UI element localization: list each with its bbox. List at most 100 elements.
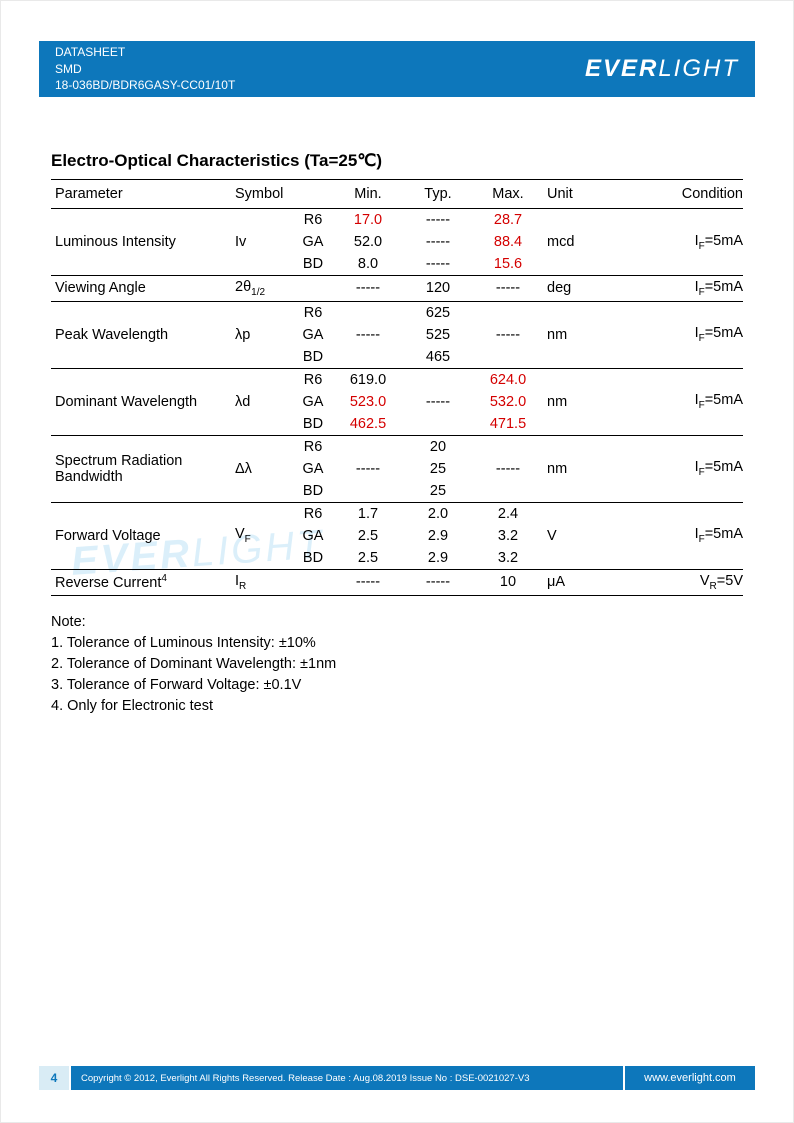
var-cell: R6 bbox=[293, 435, 333, 458]
col-blank bbox=[293, 180, 333, 209]
everlight-logo: EVERLIGHT bbox=[585, 55, 739, 83]
max-cell: 88.4 bbox=[473, 231, 543, 253]
copyright: Copyright © 2012, Everlight All Rights R… bbox=[69, 1066, 625, 1090]
header-bar: DATASHEET SMD 18-036BD/BDR6GASY-CC01/10T… bbox=[39, 41, 755, 97]
typ-cell: ----- bbox=[403, 209, 473, 232]
typ-cell: 120 bbox=[403, 276, 473, 302]
max-cell: 3.2 bbox=[473, 547, 543, 570]
symbol-cell: Iv bbox=[231, 209, 293, 276]
content: Electro-Optical Characteristics (Ta=25℃)… bbox=[51, 151, 743, 717]
table-row: Peak Wavelength λp R6 625 nm IF=5mA bbox=[51, 301, 743, 324]
note-4: 4. Only for Electronic test bbox=[51, 696, 743, 717]
var-cell: R6 bbox=[293, 209, 333, 232]
unit-cell: μA bbox=[543, 569, 609, 595]
var-cell: BD bbox=[293, 413, 333, 436]
note-2: 2. Tolerance of Dominant Wavelength: ±1n… bbox=[51, 654, 743, 675]
header-line3: 18-036BD/BDR6GASY-CC01/10T bbox=[55, 77, 235, 94]
table-header-row: Parameter Symbol Min. Typ. Max. Unit Con… bbox=[51, 180, 743, 209]
min-cell: 2.5 bbox=[333, 547, 403, 570]
min-cell: 52.0 bbox=[333, 231, 403, 253]
max-cell: 624.0 bbox=[473, 368, 543, 391]
unit-cell: mcd bbox=[543, 209, 609, 276]
max-cell: ----- bbox=[473, 324, 543, 346]
cond-cell: VR=5V bbox=[609, 569, 743, 595]
typ-cell: ----- bbox=[403, 391, 473, 413]
symbol-cell: VF bbox=[231, 502, 293, 569]
unit-cell: deg bbox=[543, 276, 609, 302]
min-cell: ----- bbox=[333, 569, 403, 595]
var-cell: GA bbox=[293, 458, 333, 480]
max-cell bbox=[473, 480, 543, 503]
var-cell: BD bbox=[293, 253, 333, 276]
param-cell: Luminous Intensity bbox=[51, 209, 231, 276]
var-cell: R6 bbox=[293, 301, 333, 324]
max-cell: 2.4 bbox=[473, 502, 543, 525]
url: www.everlight.com bbox=[625, 1066, 755, 1090]
col-typ: Typ. bbox=[403, 180, 473, 209]
note-1: 1. Tolerance of Luminous Intensity: ±10% bbox=[51, 633, 743, 654]
min-cell bbox=[333, 480, 403, 503]
var-cell: GA bbox=[293, 525, 333, 547]
cond-cell: IF=5mA bbox=[609, 502, 743, 569]
min-cell: 8.0 bbox=[333, 253, 403, 276]
typ-cell: ----- bbox=[403, 231, 473, 253]
typ-cell: 2.9 bbox=[403, 547, 473, 570]
min-cell bbox=[333, 435, 403, 458]
spec-table: Parameter Symbol Min. Typ. Max. Unit Con… bbox=[51, 179, 743, 596]
cond-cell: IF=5mA bbox=[609, 209, 743, 276]
unit-cell: nm bbox=[543, 368, 609, 435]
col-symbol: Symbol bbox=[231, 180, 293, 209]
typ-cell bbox=[403, 368, 473, 391]
cond-cell: IF=5mA bbox=[609, 301, 743, 368]
col-param: Parameter bbox=[51, 180, 231, 209]
typ-cell: 465 bbox=[403, 346, 473, 369]
max-cell bbox=[473, 301, 543, 324]
var-cell: R6 bbox=[293, 502, 333, 525]
col-unit: Unit bbox=[543, 180, 609, 209]
typ-cell: ----- bbox=[403, 569, 473, 595]
min-cell: ----- bbox=[333, 324, 403, 346]
page-number: 4 bbox=[39, 1066, 69, 1090]
param-cell: Forward Voltage bbox=[51, 502, 231, 569]
max-cell: 471.5 bbox=[473, 413, 543, 436]
note-3: 3. Tolerance of Forward Voltage: ±0.1V bbox=[51, 675, 743, 696]
min-cell: 2.5 bbox=[333, 525, 403, 547]
unit-cell: V bbox=[543, 502, 609, 569]
param-cell: Spectrum RadiationBandwidth bbox=[51, 435, 231, 502]
typ-cell: 20 bbox=[403, 435, 473, 458]
cond-cell: IF=5mA bbox=[609, 435, 743, 502]
var-cell bbox=[293, 569, 333, 595]
unit-cell: nm bbox=[543, 301, 609, 368]
typ-cell: 2.9 bbox=[403, 525, 473, 547]
symbol-cell: Δλ bbox=[231, 435, 293, 502]
param-cell: Reverse Current4 bbox=[51, 569, 231, 595]
max-cell: 532.0 bbox=[473, 391, 543, 413]
min-cell: 523.0 bbox=[333, 391, 403, 413]
table-row: Viewing Angle 2θ1/2 ----- 120 ----- deg … bbox=[51, 276, 743, 302]
typ-cell: 625 bbox=[403, 301, 473, 324]
var-cell: GA bbox=[293, 391, 333, 413]
footer: 4 Copyright © 2012, Everlight All Rights… bbox=[39, 1066, 755, 1090]
unit-cell: nm bbox=[543, 435, 609, 502]
typ-cell bbox=[403, 413, 473, 436]
min-cell: ----- bbox=[333, 276, 403, 302]
table-row: Spectrum RadiationBandwidth Δλ R6 20 nm … bbox=[51, 435, 743, 458]
header-left: DATASHEET SMD 18-036BD/BDR6GASY-CC01/10T bbox=[55, 44, 235, 94]
min-cell: 17.0 bbox=[333, 209, 403, 232]
cond-cell: IF=5mA bbox=[609, 368, 743, 435]
min-cell: 1.7 bbox=[333, 502, 403, 525]
max-cell bbox=[473, 435, 543, 458]
param-cell: Peak Wavelength bbox=[51, 301, 231, 368]
min-cell: 619.0 bbox=[333, 368, 403, 391]
typ-cell: 25 bbox=[403, 480, 473, 503]
var-cell: BD bbox=[293, 346, 333, 369]
min-cell bbox=[333, 346, 403, 369]
max-cell: 3.2 bbox=[473, 525, 543, 547]
table-row: Reverse Current4 IR ----- ----- 10 μA VR… bbox=[51, 569, 743, 595]
page: DATASHEET SMD 18-036BD/BDR6GASY-CC01/10T… bbox=[0, 0, 794, 1123]
table-row: Luminous Intensity Iv R6 17.0 ----- 28.7… bbox=[51, 209, 743, 232]
header-line1: DATASHEET bbox=[55, 44, 235, 61]
var-cell: GA bbox=[293, 231, 333, 253]
max-cell: ----- bbox=[473, 458, 543, 480]
max-cell bbox=[473, 346, 543, 369]
